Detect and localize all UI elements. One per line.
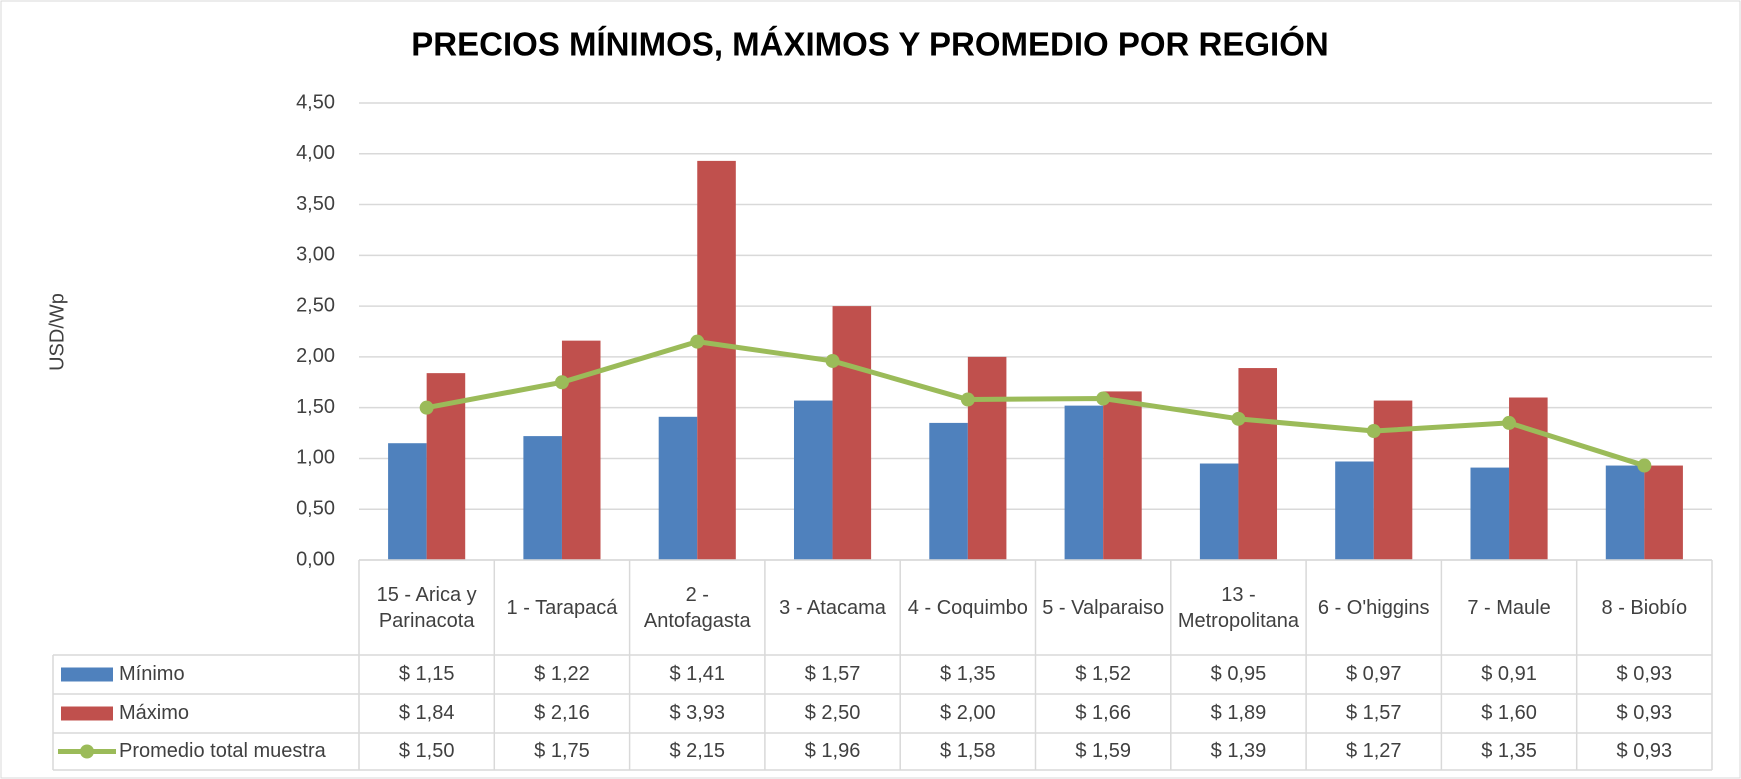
table-value: $ 1,52: [1075, 663, 1131, 685]
line-marker: [1502, 415, 1517, 430]
line-marker: [1096, 391, 1111, 406]
line-marker: [825, 353, 840, 368]
y-tick-label: 0,00: [296, 548, 335, 570]
bar: [523, 436, 562, 560]
line-marker: [1637, 458, 1652, 473]
table-value: $ 1,57: [1346, 702, 1402, 724]
table-value: $ 1,57: [805, 663, 861, 685]
table-value: $ 1,59: [1075, 740, 1131, 762]
table-value: $ 1,89: [1211, 702, 1267, 724]
table-value: $ 2,16: [534, 702, 590, 724]
y-tick-label: 4,50: [296, 91, 335, 113]
line-marker: [960, 392, 975, 407]
table-value: $ 0,93: [1617, 702, 1673, 724]
line-marker: [1366, 424, 1381, 439]
category-label: 15 - Arica y Parinacota: [376, 583, 477, 632]
category-label: 3 - Atacama: [779, 596, 886, 619]
legend-label: Mínimo: [119, 663, 185, 685]
table-value: $ 0,91: [1481, 663, 1537, 685]
legend-label: Máximo: [119, 702, 189, 724]
category-label: 1 - Tarapacá: [506, 596, 618, 619]
bar: [793, 400, 833, 560]
line-marker: [690, 334, 705, 349]
category-label: 6 - O'higgins: [1317, 596, 1430, 619]
table-value: $ 1,39: [1211, 740, 1267, 762]
bar: [1103, 391, 1142, 560]
table-value: $ 2,15: [669, 740, 725, 762]
table-value: $ 1,58: [940, 740, 996, 762]
table-value: $ 0,93: [1617, 740, 1673, 762]
table-value: $ 0,95: [1211, 663, 1267, 685]
table-value: $ 1,96: [805, 740, 861, 762]
bar: [1605, 465, 1645, 560]
bar: [1644, 465, 1683, 560]
table-value: $ 1,35: [1481, 740, 1537, 762]
table-value: $ 1,41: [669, 663, 725, 685]
bar: [832, 306, 872, 560]
table-value: $ 2,00: [940, 702, 996, 724]
table-value: $ 0,93: [1617, 663, 1673, 685]
category-label: 4 - Coquimbo: [907, 596, 1028, 619]
table-value: $ 1,75: [534, 740, 590, 762]
legend-key: [61, 667, 113, 682]
table-value: $ 0,97: [1346, 663, 1402, 685]
bar: [1064, 405, 1104, 560]
y-axis-label: USD/Wp: [46, 293, 68, 371]
bar: [967, 356, 1007, 560]
table-value: $ 1,84: [399, 702, 455, 724]
table-value: $ 2,50: [805, 702, 861, 724]
bar: [388, 443, 427, 560]
line-marker: [1231, 411, 1246, 426]
chart-title: PRECIOS MÍNIMOS, MÁXIMOS Y PROMEDIO POR …: [411, 26, 1328, 63]
y-tick-label: 4,00: [296, 142, 335, 164]
table-value: $ 3,93: [669, 702, 725, 724]
category-label: 5 - Valparaiso: [1042, 596, 1165, 619]
legend-key: [80, 744, 94, 759]
y-tick-label: 0,50: [296, 498, 335, 520]
table-value: $ 1,35: [940, 663, 996, 685]
y-tick-label: 2,00: [296, 345, 335, 367]
bar: [1373, 400, 1413, 560]
table-value: $ 1,22: [534, 663, 590, 685]
bar: [1470, 467, 1510, 560]
bar: [929, 422, 968, 560]
table-value: $ 1,15: [399, 663, 455, 685]
table-value: $ 1,50: [399, 740, 455, 762]
bar: [1238, 368, 1278, 560]
table-value: $ 1,27: [1346, 740, 1402, 762]
table-value: $ 1,66: [1075, 702, 1131, 724]
bar: [1335, 461, 1374, 560]
table-value: $ 1,60: [1481, 702, 1537, 724]
line-marker: [554, 375, 569, 390]
line-marker: [419, 400, 434, 415]
category-label: 7 - Maule: [1467, 596, 1551, 619]
y-tick-label: 2,50: [296, 294, 335, 316]
category-label: 8 - Biobío: [1601, 596, 1688, 619]
line-series: [426, 339, 1646, 468]
bar: [697, 160, 736, 561]
y-tick-label: 3,00: [296, 244, 335, 266]
legend-key: [61, 706, 113, 721]
bar: [1199, 463, 1239, 560]
category-label: 2 - Antofagasta: [643, 583, 751, 632]
y-tick-label: 1,00: [296, 447, 335, 469]
bar: [658, 416, 698, 560]
category-label: 13 - Metropolitana: [1177, 583, 1300, 632]
legend-label: Promedio total muestra: [119, 740, 327, 762]
y-tick-label: 1,50: [296, 396, 335, 418]
y-tick-label: 3,50: [296, 193, 335, 215]
